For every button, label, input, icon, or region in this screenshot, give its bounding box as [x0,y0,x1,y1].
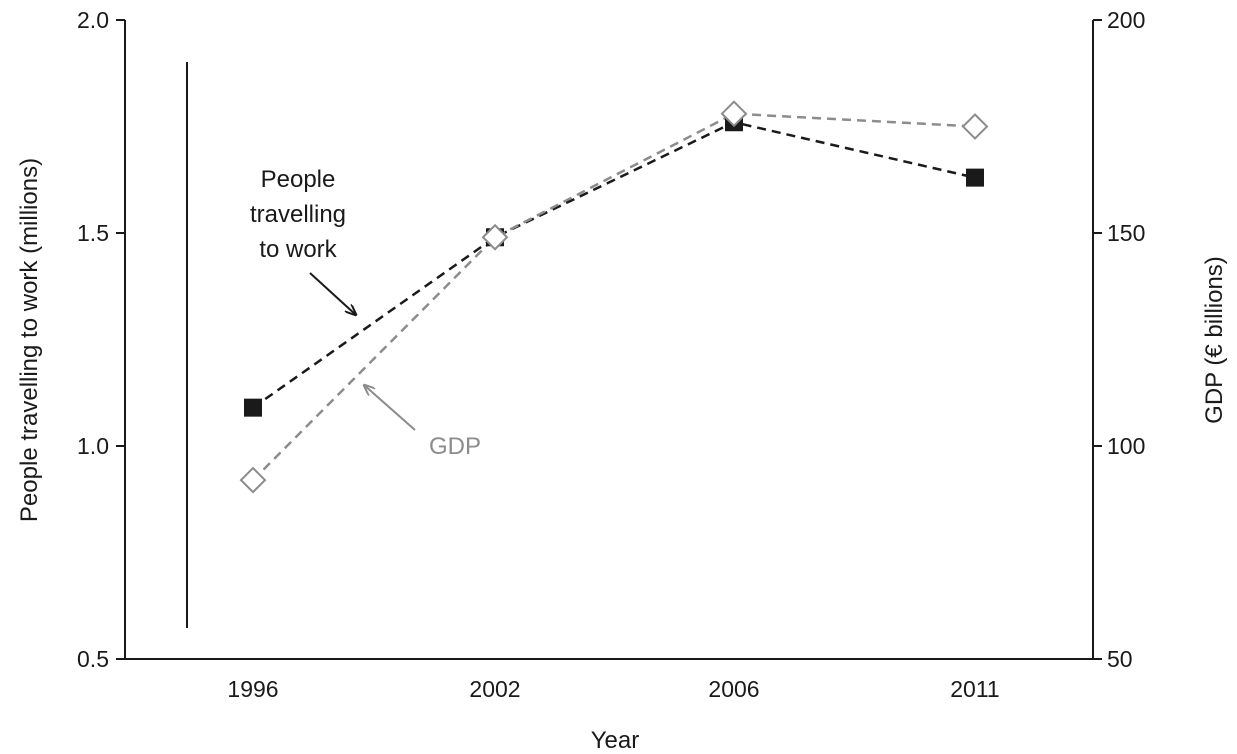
y2-tick-label: 50 [1107,646,1133,672]
annotation-people: People travelling to work [250,166,356,315]
y2-axis-title: GDP (€ billions) [1201,256,1228,424]
annotation-gdp-arrow [364,385,416,431]
gdp-point [720,100,748,128]
annotation-people-line-1: People [261,166,336,193]
y-tick-label: 1.5 [77,220,109,246]
annotation-people-arrow [309,272,356,315]
series-line-people [252,120,976,409]
y-tick-label: 0.5 [77,646,109,672]
annotation-gdp: GDP [364,385,481,460]
gdp-point [961,113,989,140]
x-tick-label: 2002 [469,676,520,702]
x-tick-label: 2006 [708,676,759,702]
y-axis-title: People travelling to work (millions) [16,158,43,522]
people-point [966,168,984,187]
y-tick-label: 1.0 [77,433,109,459]
y2-tick-label: 200 [1107,7,1145,33]
series-layer [239,100,989,494]
y2-tick-label: 150 [1107,220,1145,246]
y-tick-label: 2.0 [77,7,109,33]
annotation-gdp-label: GDP [429,433,481,460]
x-tick-label: 1996 [227,676,278,702]
people-point [244,398,262,417]
x-axis-title: Year [591,727,640,754]
gdp-point [239,466,267,494]
y2-tick-label: 100 [1107,433,1145,459]
axes: 0.5 1.0 1.5 2.0 50 100 150 200 1996 2002 2006 2011 [77,7,1145,702]
x-tick-label: 2011 [950,676,999,702]
annotation-people-line-2: travelling [250,201,346,228]
annotation-people-line-3: to work [259,236,337,263]
series-line-gdp [252,112,976,481]
gdp-point [481,223,509,251]
